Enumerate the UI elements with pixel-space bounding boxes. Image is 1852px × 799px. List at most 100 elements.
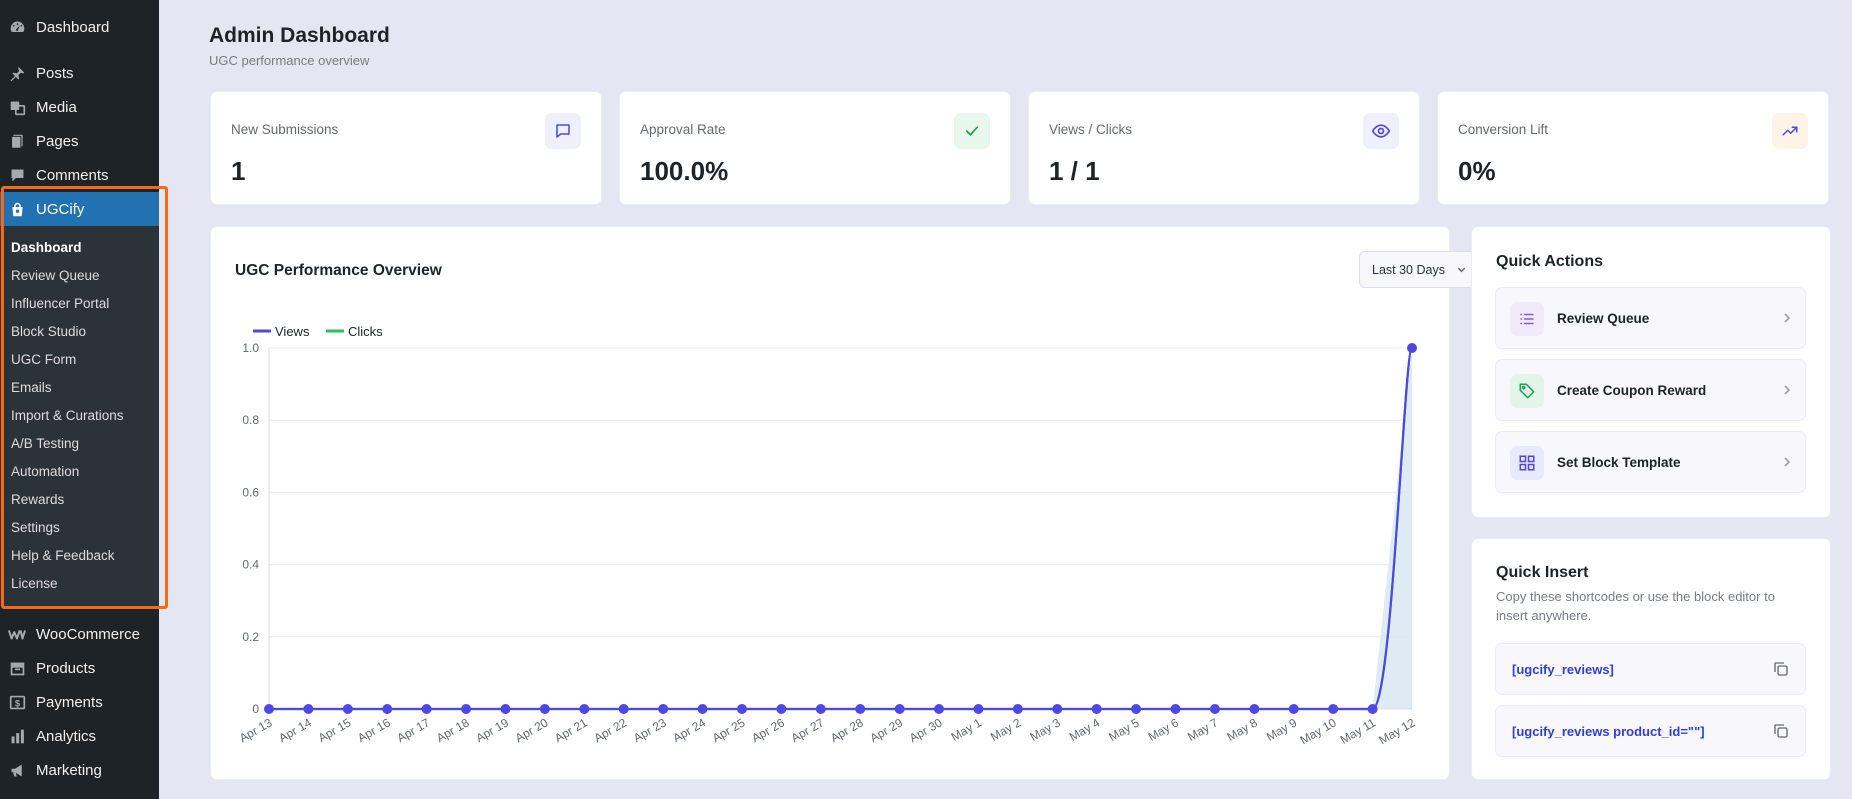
x-tick-label: Apr 25 [710,715,748,745]
submenu-review-queue[interactable]: Review Queue [11,268,100,283]
x-tick-label: Apr 16 [355,715,393,745]
data-point [736,704,747,714]
y-tick-label: 0 [252,702,259,716]
stat-card-approval-rate: Approval Rate 100.0% [619,91,1011,205]
bar-chart-icon [8,727,26,745]
data-point [1249,704,1260,714]
submenu-ugc-form[interactable]: UGC Form [11,352,77,367]
quick-action-set-block-template[interactable]: Set Block Template [1495,431,1806,493]
quick-insert-description: Copy these shortcodes or use the block e… [1496,589,1775,623]
stat-label: New Submissions [231,122,339,137]
pages-icon [8,132,26,150]
x-tick-label: May 11 [1338,715,1379,747]
menu-item-marketing[interactable]: Marketing [0,753,159,787]
stat-card-new-submissions: New Submissions 1 [210,91,602,205]
menu-item-products[interactable]: Products [0,651,159,685]
stat-value: 1 / 1 [1049,156,1100,186]
stat-value: 100.0% [640,156,729,186]
shortcode-row: [ugcify_reviews product_id=""] [1495,705,1806,757]
submenu-license[interactable]: License [11,576,58,591]
submenu-ab-testing[interactable]: A/B Testing [11,436,80,451]
data-point [303,704,314,714]
menu-item-ugcify[interactable]: UGCify [0,192,159,226]
list-icon [1510,302,1544,336]
x-tick-label: Apr 22 [592,715,630,745]
grid-icon [1510,446,1544,480]
chevron-down-icon [1456,264,1467,278]
menu-item-analytics[interactable]: Analytics [0,719,159,753]
menu-item-posts[interactable]: Posts [0,56,159,90]
menu-item-comments[interactable]: Comments [0,158,159,192]
x-tick-label: May 2 [988,715,1024,744]
quick-action-label: Set Block Template [1557,455,1681,470]
quick-action-label: Review Queue [1557,311,1650,326]
svg-text:$: $ [14,698,20,708]
data-point [855,704,866,714]
x-tick-label: Apr 29 [867,715,905,745]
copy-icon[interactable] [1771,659,1791,679]
quick-action-review-queue[interactable]: Review Queue [1495,287,1806,349]
x-tick-label: Apr 28 [828,715,866,745]
x-tick-label: Apr 20 [513,715,551,745]
submenu-influencer-portal[interactable]: Influencer Portal [11,296,110,311]
menu-label: Posts [36,64,74,82]
menu-label: Pages [36,132,79,150]
data-point [1209,704,1220,714]
quick-insert-panel: Quick Insert Copy these shortcodes or us… [1471,538,1831,780]
stat-label: Approval Rate [640,122,726,137]
tag-icon [1510,374,1544,408]
menu-label: Dashboard [36,18,110,36]
x-tick-label: Apr 15 [316,715,354,745]
series-area [269,348,1412,709]
menu-item-woocommerce[interactable]: WooCommerce [0,617,159,651]
x-tick-label: May 10 [1298,715,1339,747]
data-point [1012,704,1023,714]
quick-insert-title: Quick Insert [1496,564,1589,581]
menu-item-pages[interactable]: Pages [0,124,159,158]
submenu-rewards[interactable]: Rewards [11,492,65,507]
x-tick-label: Apr 30 [907,715,945,745]
dashboard-icon [8,18,26,36]
submenu-emails[interactable]: Emails [11,380,52,395]
y-tick-label: 1.0 [242,341,259,355]
x-tick-label: Apr 13 [237,715,275,745]
copy-icon[interactable] [1771,721,1791,741]
y-tick-label: 0.2 [242,630,259,644]
menu-item-media[interactable]: Media [0,90,159,124]
stat-card-conversion-lift: Conversion Lift 0% [1437,91,1829,205]
data-point [1407,343,1417,353]
stat-card-views-clicks: Views / Clicks 1 / 1 [1028,91,1420,205]
quick-action-create-coupon-reward[interactable]: Create Coupon Reward [1495,359,1806,421]
ugcify-submenu: Dashboard Review Queue Influencer Portal… [0,226,159,606]
data-point [815,704,826,714]
menu-item-dashboard[interactable]: Dashboard [0,10,159,44]
submenu-import-curations[interactable]: Import & Curations [11,408,124,423]
x-tick-label: May 9 [1264,715,1300,744]
x-tick-label: Apr 26 [749,715,787,745]
menu-label: Analytics [36,727,97,745]
data-point [264,704,274,714]
submenu-block-studio[interactable]: Block Studio [11,324,87,339]
data-point [658,704,669,714]
date-range-select[interactable]: Last 30 Days [1359,251,1478,288]
data-point [579,704,590,714]
data-point [461,704,472,714]
data-point [1367,704,1378,714]
submenu-help-feedback[interactable]: Help & Feedback [11,548,115,563]
archive-icon [8,659,26,677]
submenu-dashboard[interactable]: Dashboard [11,240,82,255]
trending-up-icon [1772,113,1808,149]
pushpin-icon [8,64,26,82]
data-point [1091,704,1102,714]
quick-actions-title: Quick Actions [1496,253,1603,270]
x-tick-label: May 3 [1027,715,1063,744]
menu-item-payments[interactable]: $ Payments [0,685,159,719]
data-point [342,704,353,714]
data-point [1131,704,1142,714]
submenu-automation[interactable]: Automation [11,464,80,479]
x-tick-label: Apr 14 [276,715,314,745]
data-point [894,704,905,714]
data-point [1328,704,1339,714]
submenu-settings[interactable]: Settings [11,520,60,535]
